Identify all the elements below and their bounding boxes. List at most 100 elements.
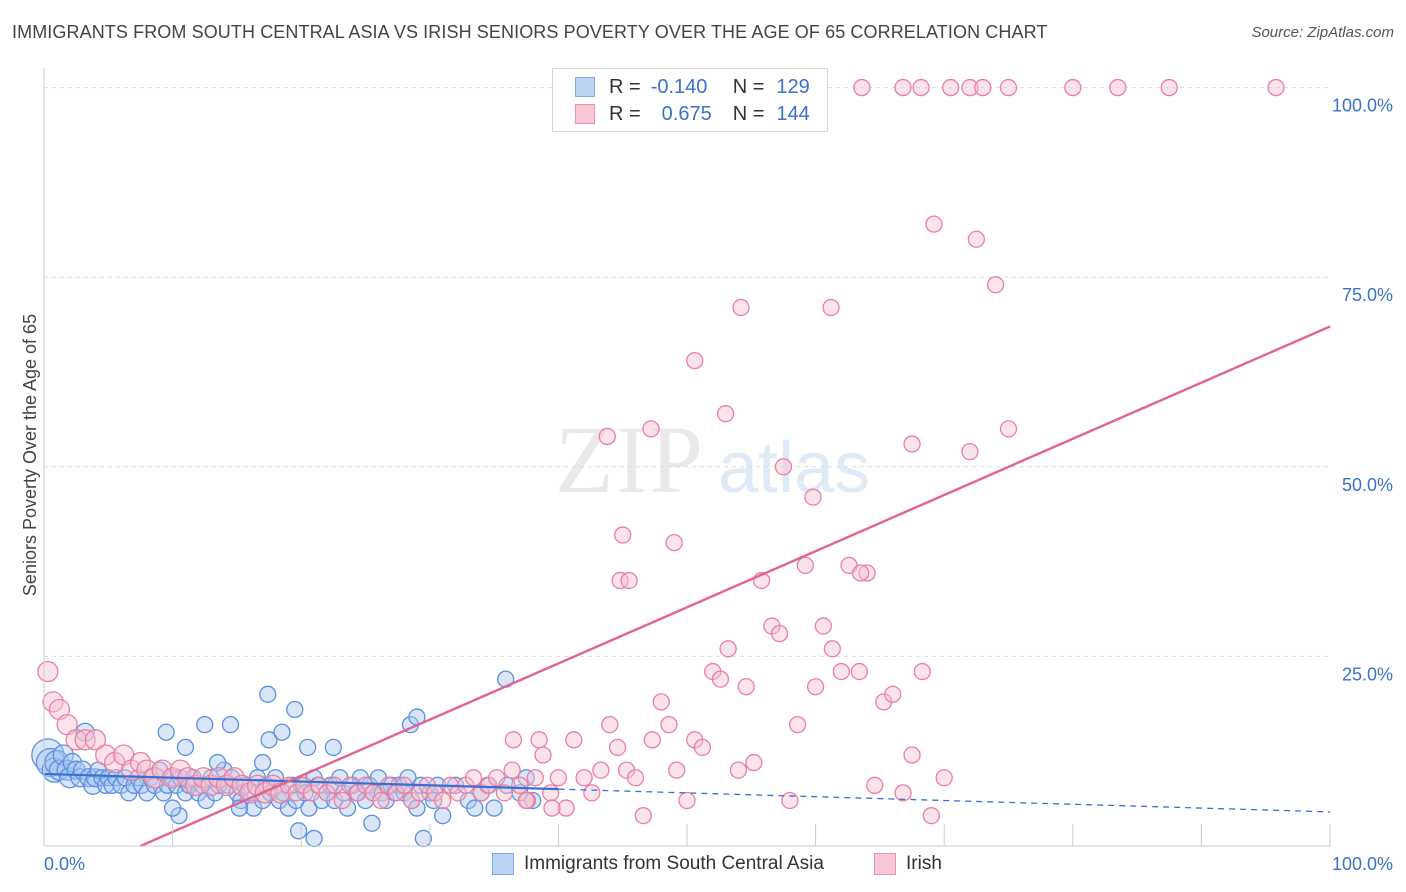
point-irish [583,784,601,802]
point-irish [136,759,158,781]
legend-r-value: -0.140 [650,75,708,98]
point-immigrants [298,738,317,757]
point-irish [652,693,670,711]
point-irish [961,442,979,461]
point-irish [974,78,992,97]
point-irish [534,746,552,764]
point-irish [716,405,735,423]
legend-n-label: N = [732,102,765,125]
point-immigrants [286,700,304,719]
point-irish [626,769,645,787]
legend-swatch-irish [575,104,595,124]
x-tick-label: 100.0% [1332,854,1393,874]
bottom-legend-label-immigrants: Immigrants from South Central Asia [524,853,824,874]
point-immigrants [414,829,433,848]
trend-lines [43,325,1331,848]
point-irish [913,662,931,681]
point-irish [643,731,661,749]
point-irish [254,782,276,804]
point-irish [745,753,763,772]
point-immigrants [196,716,214,734]
point-irish [608,738,627,757]
point-irish [788,716,807,734]
point-irish [851,564,870,582]
y-tick-label: 75.0% [1342,285,1393,305]
point-irish [530,731,548,749]
y-tick-label: 100.0% [1332,96,1393,116]
y-tick-label: 25.0% [1342,664,1393,684]
trend-line-immigrants [43,772,559,791]
point-irish [526,769,544,787]
point-irish [999,78,1018,97]
point-irish [65,729,87,751]
point-irish [719,640,737,658]
source-label: Source: ZipAtlas.com [1251,24,1394,41]
point-irish [858,564,876,582]
point-irish [1267,78,1285,97]
point-irish [543,799,561,817]
point-irish [557,799,575,817]
point-irish [770,624,789,643]
y-tick-label: 50.0% [1342,475,1393,495]
point-irish [814,617,832,635]
bottom-legend-irish: Irish [874,852,942,876]
x-tick-label: 0.0% [44,854,85,874]
point-irish [169,759,191,781]
legend: R = -0.140 N = 129 R = 0.675 N = 144 [552,68,828,132]
point-irish [935,769,953,787]
legend-swatch-immigrants [575,77,595,97]
point-immigrants [289,822,308,840]
point-irish [894,78,912,97]
point-irish [634,807,652,825]
point-irish [185,774,207,796]
point-irish [737,678,755,696]
point-irish [774,458,793,476]
point-irish [575,769,593,787]
point-irish [504,731,523,749]
point-irish [796,556,814,575]
point-irish [686,351,704,370]
point-immigrants [485,799,503,817]
point-irish [464,769,483,787]
point-irish [941,78,960,97]
point-irish [372,791,390,810]
point-irish [822,298,840,317]
legend-row-immigrants: R = -0.140 N = 129 [575,75,810,99]
trend-line-irish [139,325,1331,848]
point-immigrants [260,731,278,749]
point-irish [1064,78,1082,97]
point-irish [665,533,683,552]
gridlines [44,87,1330,657]
point-irish [611,571,629,590]
point-immigrants [259,685,277,703]
point-irish [912,78,930,97]
point-irish [999,420,1018,438]
point-irish [961,78,979,97]
point-immigrants [305,829,323,848]
point-irish [620,571,638,590]
point-irish [986,276,1005,294]
point-irish [37,660,59,683]
point-irish [333,791,352,810]
point-irish [678,791,696,810]
point-irish [434,791,452,810]
point-irish [565,731,583,749]
legend-n-label: N = [732,75,765,98]
series-irish-points [37,78,1285,825]
point-irish [925,215,943,233]
point-irish [95,744,117,766]
point-irish [642,420,660,438]
legend-n-value: 144 [776,102,810,125]
point-irish [711,670,730,688]
point-irish [223,767,245,789]
legend-r-value: 0.675 [661,102,712,125]
point-irish [542,784,560,802]
point-immigrants [434,807,452,825]
point-irish [884,685,902,703]
trend-line-immigrants-extension [558,788,1331,813]
point-immigrants [324,738,343,757]
point-immigrants [176,738,195,757]
point-immigrants [363,814,381,832]
point-irish [120,759,143,781]
point-irish [495,784,514,802]
